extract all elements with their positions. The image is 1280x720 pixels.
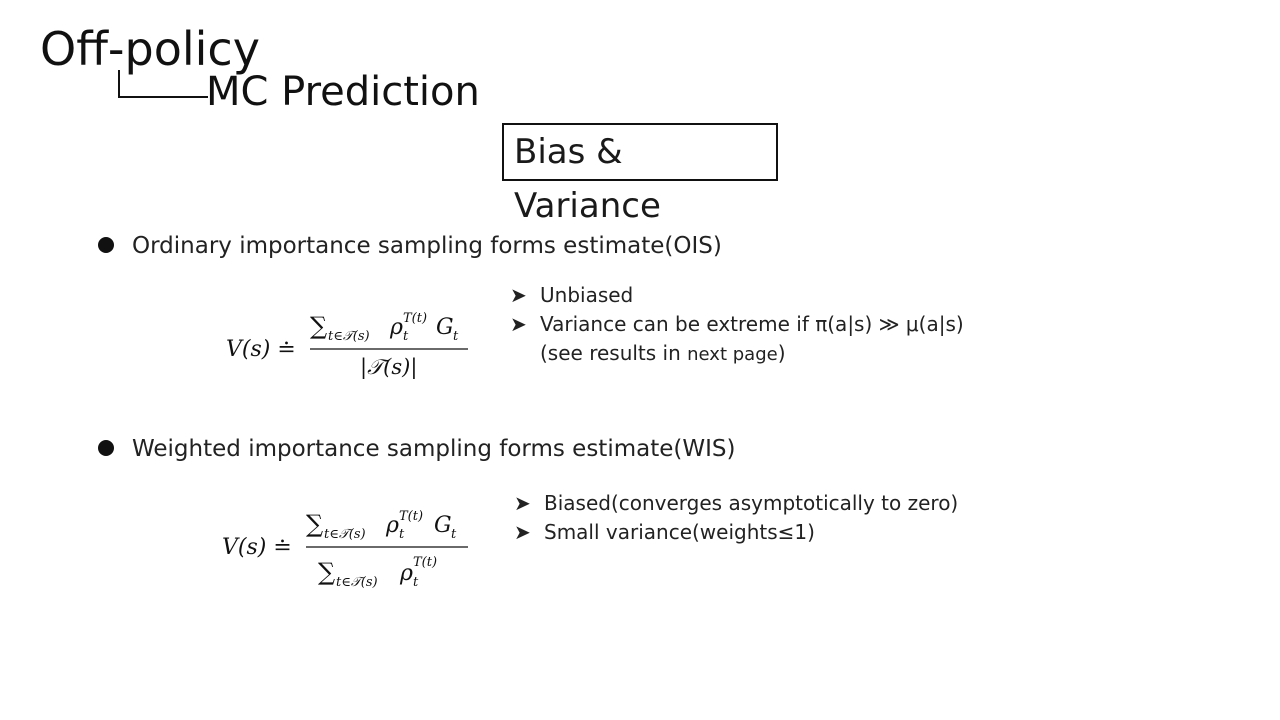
ois-point-unbiased-text: Unbiased [540, 283, 634, 307]
formula-ois: V(s) ≐ ∑ t∈𝒯(s) ρ T(t) t G t |𝒯(s)| [222, 300, 482, 386]
formula-ois-denominator: |𝒯(s)| [360, 355, 417, 380]
formula-ois-rho-sup: T(t) [403, 311, 427, 326]
ois-point-variance-text: Variance can be extreme if π(a|s) ≫ μ(a|… [540, 312, 964, 336]
section-heading-box: Bias & Variance [502, 123, 778, 226]
wis-point-biased: ➤ Biased(converges asymptotically to zero… [514, 489, 958, 518]
arrowhead-bullet-icon: ➤ [510, 283, 527, 307]
formula-ois-lhs: V(s) ≐ [226, 337, 296, 362]
formula-wis-rho: ρ [385, 513, 399, 538]
bullet-ois-text: Ordinary importance sampling forms estim… [132, 233, 722, 259]
wis-point-variance-text: Small variance(weights≤1) [544, 520, 815, 544]
formula-ois-rho: ρ [389, 315, 403, 340]
formula-ois-g: G [436, 315, 454, 340]
formula-wis-den-rho-sup: T(t) [413, 555, 437, 570]
formula-wis-den-rho-sub: t [413, 575, 419, 590]
formula-ois-g-sub: t [453, 329, 459, 344]
wis-point-variance: ➤ Small variance(weights≤1) [514, 518, 815, 547]
filled-circle-bullet-icon [98, 440, 114, 456]
formula-wis-sum-sub: t∈𝒯(s) [324, 527, 366, 542]
ois-note-next-page: next page [687, 344, 778, 365]
formula-wis-g: G [434, 513, 452, 538]
formula-wis-rho-sup: T(t) [399, 509, 423, 524]
formula-ois-sum: ∑ [310, 312, 327, 340]
formula-wis-sum: ∑ [306, 510, 323, 538]
formula-wis: V(s) ≐ ∑ t∈𝒯(s) ρ T(t) t G t ∑ t∈𝒯(s) ρ … [218, 500, 482, 596]
wis-point-biased-text: Biased(converges asymptotically to zero) [544, 491, 959, 515]
formula-wis-den-sum: ∑ [318, 558, 335, 586]
section-heading-text: Bias & Variance [514, 132, 661, 226]
formula-wis-rho-sub: t [399, 527, 405, 542]
formula-wis-g-sub: t [451, 527, 457, 542]
formula-ois-rho-sub: t [403, 329, 409, 344]
title-connector-line [118, 70, 208, 98]
slide-subtitle: MC Prediction [206, 69, 480, 115]
arrowhead-bullet-icon: ➤ [514, 491, 531, 515]
bullet-wis-text: Weighted importance sampling forms estim… [132, 436, 736, 462]
ois-note-prefix: (see results in [540, 341, 688, 365]
formula-wis-den-sum-sub: t∈𝒯(s) [336, 575, 378, 590]
formula-wis-lhs: V(s) ≐ [222, 535, 292, 560]
ois-point-unbiased: ➤ Unbiased [510, 281, 633, 310]
formula-ois-sum-sub: t∈𝒯(s) [328, 329, 370, 344]
formula-wis-den-rho: ρ [399, 561, 413, 586]
arrowhead-bullet-icon: ➤ [510, 312, 527, 336]
arrowhead-bullet-icon: ➤ [514, 520, 531, 544]
slide-title: Off-policy [40, 22, 260, 76]
ois-note-suffix: ) [777, 341, 786, 365]
ois-note: (see results in next page) [540, 339, 786, 369]
ois-point-variance: ➤ Variance can be extreme if π(a|s) ≫ μ(a… [510, 310, 964, 339]
filled-circle-bullet-icon [98, 237, 114, 253]
